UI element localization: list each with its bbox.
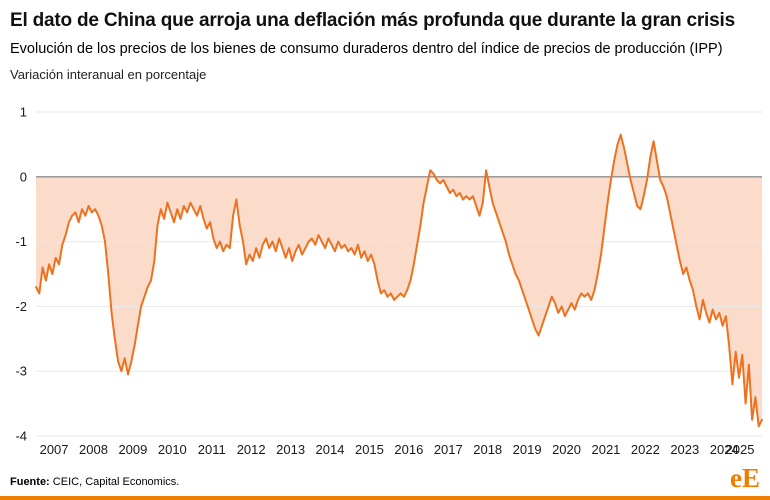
x-tick-label: 2019 — [513, 442, 542, 457]
y-tick-label: -2 — [15, 299, 27, 314]
source-line: Fuente: CEIC, Capital Economics. — [10, 476, 179, 488]
y-tick-label: -1 — [15, 234, 27, 249]
x-tick-label: 2010 — [158, 442, 187, 457]
x-tick-label: 2021 — [591, 442, 620, 457]
x-tick-label: 2014 — [316, 442, 345, 457]
y-tick-label: 0 — [20, 169, 27, 184]
x-tick-label: 2012 — [237, 442, 266, 457]
y-tick-label: -3 — [15, 364, 27, 379]
source-label: Fuente: — [10, 476, 50, 488]
x-tick-label: 2009 — [118, 442, 147, 457]
line-chart: 1 0 -1 -2 -3 -4 2007 2008 2009 2010 2011 2012 2013 20… — [0, 88, 770, 460]
chart-header: El dato de China que arroja una deflació… — [0, 0, 770, 82]
chart-footer: Fuente: CEIC, Capital Economics. eE — [10, 464, 760, 492]
chart-canvas: 1 0 -1 -2 -3 -4 2007 2008 2009 2010 2011 2012 2013 20… — [15, 105, 763, 457]
series-area — [36, 134, 762, 427]
chart-axis-note: Variación interanual en porcentaje — [10, 67, 207, 82]
x-tick-label: 2008 — [79, 442, 108, 457]
brand-logo: eE — [730, 463, 760, 493]
series-line — [35, 133, 763, 428]
x-tick-label: 2017 — [434, 442, 463, 457]
x-tick-label: 2024 — [710, 442, 739, 457]
x-tick-label: 2022 — [631, 442, 660, 457]
x-tick-label: 2011 — [198, 442, 226, 457]
chart-subtitle: Evolución de los precios de los bienes d… — [10, 41, 723, 57]
x-tick-label: 2007 — [40, 442, 69, 457]
x-tick-label: 2023 — [670, 442, 699, 457]
x-tick-label: 2016 — [394, 442, 423, 457]
x-tick-label: 2018 — [473, 442, 502, 457]
source-text: CEIC, Capital Economics. — [52, 476, 180, 488]
y-tick-label: -4 — [15, 429, 27, 444]
y-tick-label: 1 — [20, 105, 27, 120]
chart-title: El dato de China que arroja una deflació… — [10, 10, 735, 31]
brand-bottom-bar — [0, 496, 770, 500]
x-tick-label: 2013 — [276, 442, 305, 457]
x-tick-label: 2015 — [355, 442, 384, 457]
x-tick-label: 2020 — [552, 442, 581, 457]
x-tick-label: 2025 — [726, 442, 755, 457]
